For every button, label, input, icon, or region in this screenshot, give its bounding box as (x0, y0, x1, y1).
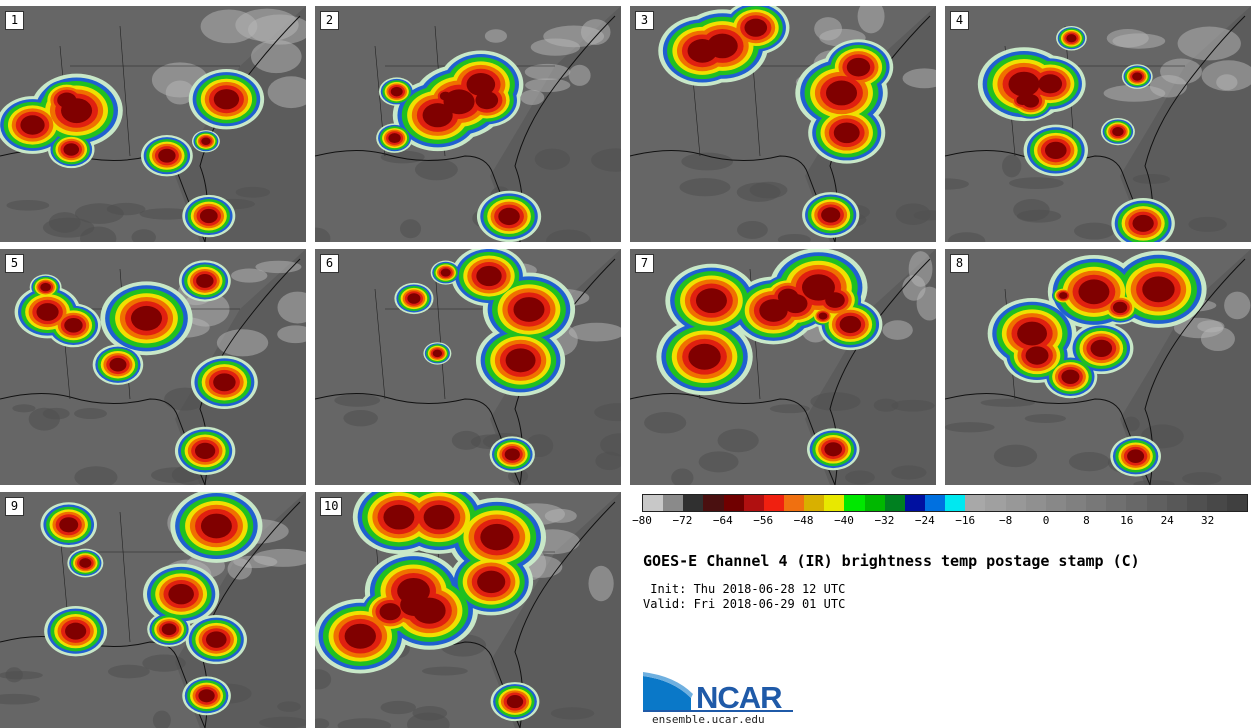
colorbar-swatch (904, 495, 925, 511)
ncar-logo (643, 672, 793, 712)
map-panel-3: 3 (630, 6, 936, 242)
colorbar-swatch (1227, 495, 1248, 511)
init-time: Init: Thu 2018-06-28 12 UTC (643, 582, 846, 596)
colorbar-tick-label: −72 (672, 514, 693, 527)
map-image (315, 249, 621, 485)
colorbar-tick-label: −40 (834, 514, 854, 527)
panel-label: 5 (5, 254, 24, 273)
colorbar-swatch (663, 495, 684, 511)
colorbar-swatch (1186, 495, 1207, 511)
colorbar-tick-label: −56 (753, 514, 774, 527)
plot-title: GOES-E Channel 4 (IR) brightness temp po… (643, 552, 1140, 570)
ncar-logo-text: NCAR (696, 680, 783, 715)
colorbar-swatch (683, 495, 704, 511)
colorbar-swatch (1106, 495, 1127, 511)
panel-label: 1 (5, 11, 24, 30)
website-url: ensemble.ucar.edu (652, 713, 765, 726)
colorbar-swatch (723, 495, 744, 511)
colorbar-swatch (824, 495, 845, 511)
colorbar-swatch (965, 495, 986, 511)
map-image (0, 492, 306, 728)
colorbar-swatch (1086, 495, 1107, 511)
valid-time: Valid: Fri 2018-06-29 01 UTC (643, 597, 846, 611)
panel-label: 3 (635, 11, 654, 30)
map-panel-4: 4 (945, 6, 1251, 242)
panel-label: 9 (5, 497, 24, 516)
colorbar-swatch (1206, 495, 1228, 511)
colorbar-swatch (945, 495, 966, 511)
colorbar-tick-label: 0 (1042, 514, 1050, 527)
map-panel-7: 7 (630, 249, 936, 485)
map-image (315, 6, 621, 242)
colorbar-tick-label: −8 (998, 514, 1013, 527)
map-panel-9: 9 (0, 492, 306, 728)
colorbar-tick-label: 24 (1160, 514, 1174, 527)
colorbar-tick-label: −32 (874, 514, 895, 527)
colorbar-swatch (643, 495, 664, 511)
colorbar-swatch (763, 495, 784, 511)
map-image (0, 249, 306, 485)
colorbar-tick-label: −64 (712, 514, 733, 527)
colorbar (642, 494, 1248, 512)
colorbar-swatch (844, 495, 865, 511)
colorbar-swatch (985, 495, 1006, 511)
colorbar-swatch (1126, 495, 1147, 511)
colorbar-tick-label: 32 (1200, 514, 1215, 527)
panel-label: 7 (635, 254, 654, 273)
colorbar-tick-label: −80 (632, 514, 652, 527)
colorbar-swatch (1166, 495, 1187, 511)
map-image (630, 249, 936, 485)
map-image (315, 492, 621, 728)
colorbar-swatch (884, 495, 905, 511)
map-panel-6: 6 (315, 249, 621, 485)
colorbar-swatch (804, 495, 825, 511)
colorbar-swatch (924, 495, 946, 511)
colorbar-tick-label: −24 (914, 514, 935, 527)
colorbar-swatch (1005, 495, 1026, 511)
colorbar-tick-label: −48 (793, 514, 814, 527)
panel-label: 6 (320, 254, 339, 273)
map-panel-10: 10 (315, 492, 621, 728)
colorbar-swatch (743, 495, 764, 511)
colorbar-swatch (783, 495, 805, 511)
map-image (945, 249, 1251, 485)
colorbar-tick-label: −16 (955, 514, 976, 527)
colorbar-swatch (703, 495, 724, 511)
map-panel-1: 1 (0, 6, 306, 242)
colorbar-swatch (864, 495, 885, 511)
colorbar-tick-label: 16 (1120, 514, 1134, 527)
map-image (0, 6, 306, 242)
panel-label: 4 (950, 11, 969, 30)
panel-label: 8 (950, 254, 969, 273)
colorbar-tick-label: 8 (1083, 514, 1090, 527)
map-panel-2: 2 (315, 6, 621, 242)
panel-label: 2 (320, 11, 339, 30)
panel-label: 10 (320, 497, 343, 516)
map-image (945, 6, 1251, 242)
map-panel-5: 5 (0, 249, 306, 485)
colorbar-swatch (1146, 495, 1167, 511)
colorbar-swatch (1045, 495, 1066, 511)
colorbar-swatch (1065, 495, 1087, 511)
map-image (630, 6, 936, 242)
map-panel-8: 8 (945, 249, 1251, 485)
colorbar-swatch (1025, 495, 1046, 511)
